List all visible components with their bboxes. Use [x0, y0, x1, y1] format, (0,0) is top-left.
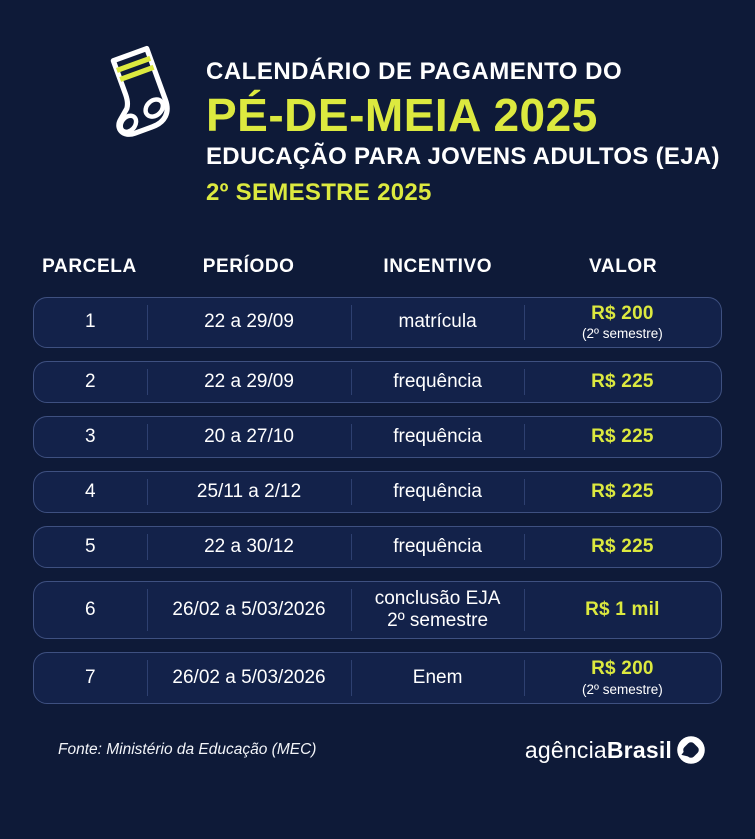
- valor-amount: R$ 225: [591, 536, 654, 558]
- cell-parcela: 6: [34, 582, 148, 638]
- column-header-parcela: PARCELA: [42, 256, 137, 277]
- cell-parcela: 2: [34, 362, 148, 402]
- valor-amount: R$ 225: [591, 426, 654, 448]
- cell-periodo: 26/02 a 5/03/2026: [147, 653, 353, 702]
- agencia-brasil-balloon-icon: [672, 734, 707, 766]
- table-row: 2 22 a 29/09 frequência R$ 225: [33, 361, 722, 404]
- valor-amount: R$ 200: [591, 303, 654, 324]
- incentivo-line: frequência: [393, 426, 482, 448]
- cell-incentivo: frequência: [351, 472, 526, 512]
- cell-parcela: 3: [34, 417, 148, 457]
- valor-amount: R$ 1 mil: [585, 599, 660, 621]
- cell-periodo: 22 a 29/09: [147, 298, 353, 347]
- sock-icon: [88, 42, 190, 167]
- table-row: 7 26/02 a 5/03/2026 Enem R$ 200 (2º seme…: [33, 652, 722, 704]
- incentivo-line: matrícula: [398, 311, 477, 333]
- cell-periodo: 22 a 29/09: [147, 362, 353, 402]
- page-title: PÉ-DE-MEIA 2025: [206, 88, 598, 141]
- logo-text-agencia: agência: [524, 736, 607, 763]
- incentivo-line: frequência: [393, 371, 482, 393]
- cell-incentivo: frequência: [351, 527, 526, 567]
- incentivo-line2: 2º semestre: [387, 610, 489, 632]
- cell-periodo: 25/11 a 2/12: [147, 472, 353, 512]
- header-text: CALENDÁRIO DE PAGAMENTO DO PÉ-DE-MEIA 20…: [206, 38, 720, 207]
- cell-valor: R$ 200 (2º semestre): [524, 653, 721, 702]
- header-period: 2º SEMESTRE 2025: [206, 178, 432, 206]
- source-credit: Fonte: Ministério da Educação (MEC): [58, 741, 317, 758]
- table-row: 3 20 a 27/10 frequência R$ 225: [33, 416, 722, 459]
- column-header-incentivo: INCENTIVO: [383, 256, 493, 277]
- cell-parcela: 7: [34, 653, 148, 702]
- cell-valor: R$ 225: [524, 527, 721, 567]
- valor-amount: R$ 200: [591, 658, 654, 680]
- valor-amount: R$ 225: [591, 371, 654, 393]
- footer: Fonte: Ministério da Educação (MEC) agên…: [58, 734, 707, 766]
- cell-incentivo: conclusão EJA 2º semestre: [351, 582, 526, 638]
- cell-parcela: 1: [34, 298, 148, 347]
- table-row: 1 22 a 29/09 matrícula R$ 200 (2º semest…: [33, 297, 722, 349]
- table-row: 5 22 a 30/12 frequência R$ 225: [33, 526, 722, 569]
- table-row: 6 26/02 a 5/03/2026 conclusão EJA 2º sem…: [33, 581, 722, 640]
- incentivo-line: Enem: [412, 666, 463, 688]
- cell-incentivo: frequência: [351, 417, 526, 457]
- cell-incentivo: Enem: [351, 653, 526, 702]
- valor-note: (2º semestre): [582, 326, 663, 342]
- cell-valor: R$ 225: [524, 362, 721, 402]
- table-header-row: PARCELA PERÍODO INCENTIVO VALOR: [33, 256, 722, 278]
- cell-valor: R$ 225: [524, 472, 721, 512]
- cell-valor: R$ 225: [524, 417, 721, 457]
- cell-valor: R$ 1 mil: [524, 582, 721, 638]
- agencia-brasil-logo: agência Brasil: [525, 734, 707, 766]
- incentivo-line: frequência: [393, 481, 482, 503]
- cell-periodo: 20 a 27/10: [147, 417, 353, 457]
- table-row: 4 25/11 a 2/12 frequência R$ 225: [33, 471, 722, 514]
- column-header-valor: VALOR: [589, 256, 658, 277]
- cell-periodo: 22 a 30/12: [147, 527, 353, 567]
- logo-text-brasil: Brasil: [606, 736, 672, 763]
- header: CALENDÁRIO DE PAGAMENTO DO PÉ-DE-MEIA 20…: [88, 38, 720, 207]
- cell-parcela: 4: [34, 472, 148, 512]
- column-header-periodo: PERÍODO: [202, 256, 295, 277]
- valor-amount: R$ 225: [591, 481, 654, 503]
- cell-periodo: 26/02 a 5/03/2026: [147, 582, 353, 638]
- cell-incentivo: frequência: [351, 362, 526, 402]
- incentivo-line: frequência: [393, 536, 482, 558]
- payment-table: PARCELA PERÍODO INCENTIVO VALOR 1 22 a 2…: [33, 256, 722, 717]
- header-kicker: CALENDÁRIO DE PAGAMENTO DO: [206, 58, 623, 85]
- cell-parcela: 5: [34, 527, 148, 567]
- header-subtitle: EDUCAÇÃO PARA JOVENS ADULTOS (EJA): [206, 142, 720, 170]
- cell-incentivo: matrícula: [351, 298, 526, 347]
- cell-valor: R$ 200 (2º semestre): [524, 298, 721, 347]
- incentivo-line: conclusão EJA: [374, 587, 501, 609]
- valor-note: (2º semestre): [582, 681, 663, 697]
